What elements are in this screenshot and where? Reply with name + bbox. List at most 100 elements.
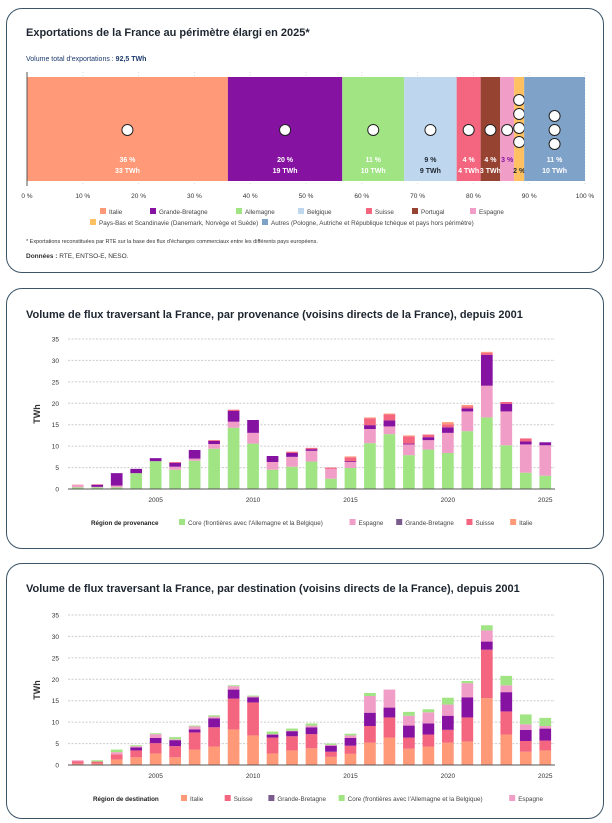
bar-segment <box>442 424 454 428</box>
bar-segment <box>344 468 357 489</box>
x-tick-label: 2005 <box>148 773 163 780</box>
bar-segment <box>130 745 143 747</box>
pct-label: 11 % <box>365 157 381 164</box>
bar-segment <box>344 735 357 738</box>
bar-segment <box>169 746 181 758</box>
bar-segment <box>305 723 318 726</box>
bar-segment <box>286 456 298 467</box>
bar-segment <box>519 441 532 445</box>
belgium-flag-icon <box>424 124 437 136</box>
x-tick-label: 0 % <box>21 193 32 200</box>
bar-segment <box>500 445 513 489</box>
bar-segment <box>149 458 162 462</box>
x-tick-label: 80 % <box>466 193 481 200</box>
bar-segment <box>227 411 240 422</box>
bar-segment <box>344 745 357 754</box>
bar-segment <box>383 413 396 415</box>
bar-segment <box>344 753 357 765</box>
bar-segment <box>71 760 84 762</box>
destination-card: Volume de flux traversant la France, par… <box>6 563 604 819</box>
bar-segment <box>403 711 415 716</box>
czechia-flag-icon <box>548 138 561 150</box>
bar-segment <box>169 757 181 765</box>
legend-label: Italie <box>109 209 123 216</box>
bar-segment <box>364 418 376 426</box>
bar-segment <box>519 444 532 473</box>
bar-segment <box>442 432 454 453</box>
bar-segment <box>480 352 493 355</box>
bar-segment <box>110 473 123 486</box>
bar-segment <box>403 455 415 489</box>
legend-swatch <box>90 219 96 225</box>
x-tick-label: 2005 <box>148 497 163 504</box>
bar-segment <box>461 405 474 407</box>
x-tick-label: 2015 <box>343 773 358 780</box>
bar-segment <box>500 692 513 712</box>
bar-segment <box>247 702 259 736</box>
bar-segment <box>169 740 181 747</box>
bar-segment <box>325 745 337 752</box>
bar-segment <box>71 761 84 764</box>
bar-segment <box>364 712 376 726</box>
bar-segment <box>461 741 474 765</box>
bar-segment <box>71 485 84 488</box>
bar-segment <box>461 697 474 718</box>
bar-segment <box>208 716 220 719</box>
bar-segment <box>403 436 415 444</box>
legend-swatch <box>509 795 516 801</box>
twh-label: 4 TWh <box>458 168 479 175</box>
legend-swatch <box>100 208 106 214</box>
bar-segment <box>247 697 259 703</box>
bar-segment <box>344 733 357 736</box>
pct-label: 36 % <box>119 157 136 164</box>
bar-segment <box>442 453 454 489</box>
bar-segment <box>383 426 396 435</box>
legend-swatch <box>298 208 304 214</box>
bar-segment <box>91 763 104 765</box>
bar-segment <box>422 449 435 489</box>
bar-segment <box>519 714 532 725</box>
x-tick-label: 10 % <box>75 193 90 200</box>
bar-segment <box>539 717 552 726</box>
bar-segment <box>169 466 181 470</box>
bar-segment <box>500 402 513 404</box>
bar-segment <box>500 411 513 446</box>
bar-segment <box>305 727 318 735</box>
legend-swatch <box>366 208 372 214</box>
bar-segment <box>149 733 162 735</box>
bar-segment <box>247 696 259 698</box>
bar-segment <box>422 434 435 438</box>
bar-segment <box>442 742 454 765</box>
bar-segment <box>519 751 532 765</box>
bar-segment <box>461 431 474 489</box>
denmark-flag-icon <box>513 108 526 120</box>
y-tick-label: 25 <box>52 655 60 662</box>
legend-swatch <box>466 519 473 525</box>
bar-segment <box>442 704 454 716</box>
bar-segment <box>539 445 552 476</box>
bar-segment <box>383 707 396 718</box>
bar-segment <box>286 451 298 453</box>
bar-segment <box>500 734 513 765</box>
y-tick-label: 20 <box>52 401 60 408</box>
bar-segment <box>286 731 298 737</box>
legend-label: Pays-Bas et Scandinavie (Danemark, Norvè… <box>99 220 258 227</box>
pct-label: 4 % <box>463 157 476 164</box>
bar-segment <box>442 422 454 425</box>
legend-label: Espagne <box>518 796 543 803</box>
y-tick-label: 5 <box>55 465 59 472</box>
bar-segment <box>519 729 532 741</box>
bar-segment <box>325 468 337 479</box>
bar-segment <box>188 726 201 730</box>
netherlands-flag-icon <box>513 136 526 148</box>
y-tick-label: 35 <box>52 337 60 344</box>
bar-segment <box>403 715 415 726</box>
bar-segment <box>305 447 318 450</box>
bar-segment <box>286 750 298 765</box>
legend-swatch <box>224 795 231 801</box>
bar-segment <box>325 478 337 489</box>
legend-label: Core (frontières avec l'Allemagne et la … <box>348 796 483 803</box>
twh-label: 19 TWh <box>273 168 298 175</box>
bar-segment <box>227 421 240 428</box>
bar-segment <box>461 406 474 409</box>
